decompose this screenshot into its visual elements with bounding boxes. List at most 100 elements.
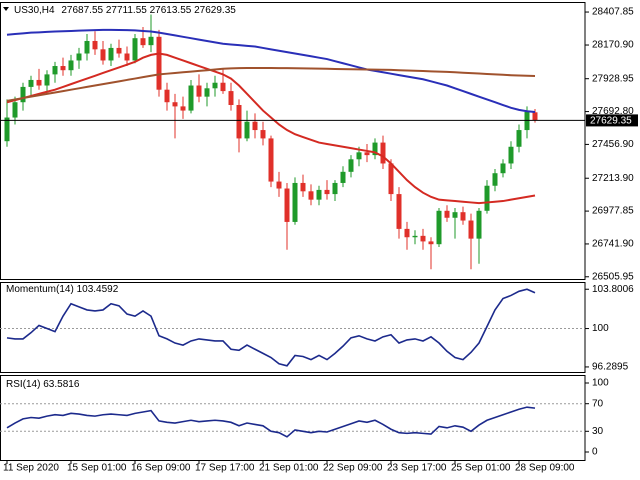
candle-body (244, 121, 250, 139)
candle-body (172, 102, 178, 107)
candle-body (364, 152, 370, 156)
candle-body (236, 105, 242, 139)
candle-body (196, 85, 202, 97)
candle-body (388, 163, 394, 195)
candle-body (60, 66, 66, 71)
y-tick-label: 0 (592, 447, 598, 458)
y-tick-label: 70 (592, 398, 604, 409)
candle-body (468, 220, 474, 239)
candle-body (108, 47, 114, 61)
y-tick-label: 100 (592, 378, 609, 389)
candle-body (356, 152, 362, 160)
panel-frame (0, 375, 586, 461)
y-tick-label: 27456.90 (592, 139, 634, 150)
candle-body (396, 194, 402, 229)
candle-body (44, 74, 50, 86)
indicator-line (6, 28, 536, 113)
y-tick-label: 26741.90 (592, 239, 634, 250)
candle-body (292, 182, 298, 222)
y-tick-label: 103.8006 (592, 284, 634, 295)
candle-body (340, 171, 346, 183)
candle-body (20, 86, 26, 103)
x-tick-label: 28 Sep 09:00 (515, 463, 575, 474)
y-tick-label: 26977.85 (592, 206, 634, 217)
candle-body (380, 142, 386, 164)
candle-body (508, 146, 514, 164)
x-tick-label: 25 Sep 01:00 (451, 463, 511, 474)
panel-frame (0, 282, 586, 373)
candle-body (12, 102, 18, 118)
open: 27687.55 (61, 5, 103, 16)
candle-body (324, 189, 330, 195)
current-price-box (586, 114, 638, 127)
panel-frame (0, 2, 586, 280)
high: 27711.55 (106, 5, 147, 16)
candle-body (412, 235, 418, 238)
candle-body (116, 47, 122, 54)
candle-body (36, 79, 42, 86)
y-tick-label: 27692.80 (592, 106, 634, 117)
candle-body (260, 130, 266, 139)
y-tick-label: 100 (592, 323, 609, 334)
x-tick-label: 21 Sep 01:00 (259, 463, 319, 474)
candle-body (132, 38, 138, 61)
candle-body (284, 188, 290, 222)
x-tick-label: 23 Sep 17:00 (387, 463, 447, 474)
indicator-value: 103.4592 (77, 284, 119, 295)
candle-body (100, 49, 106, 61)
candle-body (204, 88, 210, 97)
indicator-line (6, 52, 536, 205)
candle-body (164, 89, 170, 103)
candle-body (276, 181, 282, 189)
y-tick-label: 27928.95 (592, 73, 634, 84)
candle-body (332, 182, 338, 195)
candle-body (28, 79, 34, 87)
candle-body (268, 138, 274, 182)
candle-body (52, 66, 58, 75)
candle-body (212, 82, 218, 89)
candle-body (188, 85, 194, 111)
candle-body (68, 60, 74, 71)
candle-body (140, 38, 146, 46)
indicator-line (6, 288, 536, 367)
y-tick-label: 28170.90 (592, 40, 634, 51)
indicator-line (6, 66, 536, 102)
momentum-title: Momentum(14) 103.4592 (6, 284, 119, 295)
candle-body (156, 36, 162, 90)
candle-body (532, 112, 538, 121)
current-price-label: 27629.35 (590, 116, 632, 127)
x-tick-label: 17 Sep 17:00 (195, 463, 255, 474)
x-tick-label: 15 Sep 01:00 (67, 463, 127, 474)
candle-body (252, 121, 258, 131)
x-tick-label: 16 Sep 09:00 (131, 463, 191, 474)
y-tick-label: 28407.85 (592, 7, 634, 18)
candle-body (180, 106, 186, 111)
y-tick-label: 30 (592, 426, 604, 437)
symbol: US30,H4 (14, 5, 55, 16)
candle-body (444, 210, 450, 218)
candle-body (420, 235, 426, 242)
candle-body (124, 53, 130, 61)
close: 27629.35 (194, 5, 236, 16)
candle-body (372, 142, 378, 156)
candle-body (4, 117, 10, 142)
candle-body (500, 163, 506, 174)
candle-body (460, 212, 466, 221)
candle-body (316, 189, 322, 200)
candle-body (516, 130, 522, 147)
x-tick-label: 11 Sep 2020 (3, 463, 59, 474)
indicator-name: RSI(14) (6, 379, 40, 390)
indicator-name: Momentum(14) (6, 284, 74, 295)
candle-body (524, 111, 530, 131)
candle-body (436, 210, 442, 245)
candle-body (404, 228, 410, 238)
low: 27613.55 (150, 5, 192, 16)
x-tick-label: 22 Sep 09:00 (323, 463, 383, 474)
rsi-title: RSI(14) 63.5816 (6, 379, 80, 390)
menu-arrow[interactable] (3, 7, 9, 11)
y-tick-label: 26505.95 (592, 271, 634, 282)
candle-body (348, 159, 354, 172)
candle-body (228, 91, 234, 106)
